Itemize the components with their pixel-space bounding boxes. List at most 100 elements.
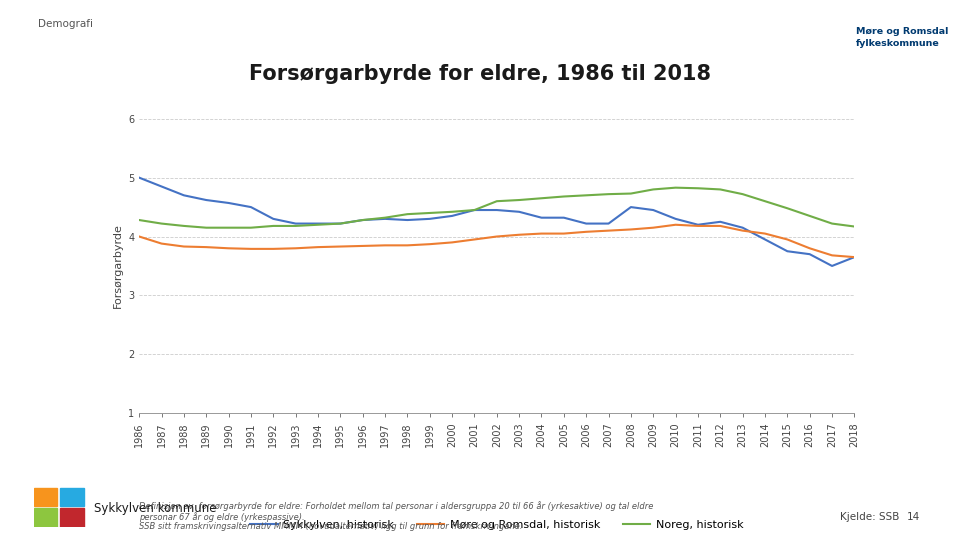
Text: +: + xyxy=(822,33,839,53)
Møre og Romsdal, historisk xyxy=(357,242,369,249)
Møre og Romsdal, historisk xyxy=(692,222,704,229)
Sykkylven, historisk xyxy=(536,214,547,221)
Text: Definisjon av  forsørgarbyrde for eldre: Forholdet mellom tal personar i aldersg: Definisjon av forsørgarbyrde for eldre: … xyxy=(139,501,654,511)
Sykkylven, historisk xyxy=(514,208,525,215)
Møre og Romsdal, historisk xyxy=(759,231,771,237)
Noreg, historisk xyxy=(401,211,413,218)
Møre og Romsdal, historisk xyxy=(536,231,547,237)
Sykkylven, historisk xyxy=(268,215,279,222)
Noreg, historisk xyxy=(468,207,480,213)
Noreg, historisk xyxy=(692,185,704,192)
Sykkylven, historisk xyxy=(201,197,212,203)
Sykkylven, historisk xyxy=(156,183,167,190)
Noreg, historisk xyxy=(223,225,234,231)
Line: Sykkylven, historisk: Sykkylven, historisk xyxy=(139,178,854,266)
Sykkylven, historisk xyxy=(223,200,234,206)
Noreg, historisk xyxy=(603,191,614,198)
Noreg, historisk xyxy=(714,186,726,193)
Line: Møre og Romsdal, historisk: Møre og Romsdal, historisk xyxy=(139,225,854,257)
Noreg, historisk xyxy=(827,220,838,227)
Noreg, historisk xyxy=(179,222,190,229)
Noreg, historisk xyxy=(737,191,749,198)
Noreg, historisk xyxy=(670,185,682,191)
Sykkylven, historisk xyxy=(335,220,347,227)
Sykkylven, historisk xyxy=(468,207,480,213)
Noreg, historisk xyxy=(558,193,569,200)
Noreg, historisk xyxy=(804,213,815,219)
Noreg, historisk xyxy=(759,198,771,205)
Bar xyxy=(60,488,84,507)
Noreg, historisk xyxy=(625,190,636,197)
Møre og Romsdal, historisk xyxy=(581,228,592,235)
Sykkylven, historisk xyxy=(290,220,301,227)
Sykkylven, historisk xyxy=(603,220,614,227)
Møre og Romsdal, historisk xyxy=(781,236,793,242)
Noreg, historisk xyxy=(781,205,793,212)
Sykkylven, historisk xyxy=(424,215,436,222)
Text: Demografi: Demografi xyxy=(38,19,93,29)
Sykkylven, historisk xyxy=(357,217,369,223)
Møre og Romsdal, historisk xyxy=(201,244,212,251)
Sykkylven, historisk xyxy=(379,215,391,222)
Legend: Sykkylven, historisk, Møre og Romsdal, historisk, Noreg, historisk: Sykkylven, historisk, Møre og Romsdal, h… xyxy=(246,516,748,535)
Møre og Romsdal, historisk xyxy=(179,244,190,250)
Noreg, historisk xyxy=(379,214,391,221)
Møre og Romsdal, historisk xyxy=(625,226,636,233)
Sykkylven, historisk xyxy=(759,236,771,242)
Sykkylven, historisk xyxy=(647,207,659,213)
Møre og Romsdal, historisk xyxy=(401,242,413,248)
Noreg, historisk xyxy=(312,221,324,228)
Sykkylven, historisk xyxy=(312,220,324,227)
Møre og Romsdal, historisk xyxy=(804,245,815,252)
Noreg, historisk xyxy=(201,225,212,231)
Møre og Romsdal, historisk xyxy=(268,246,279,252)
Text: Kjelde: SSB: Kjelde: SSB xyxy=(840,512,900,522)
Møre og Romsdal, historisk xyxy=(156,240,167,247)
Møre og Romsdal, historisk xyxy=(737,227,749,234)
Møre og Romsdal, historisk xyxy=(849,254,860,260)
Møre og Romsdal, historisk xyxy=(379,242,391,248)
Text: Møre og Romsdal
fylkeskommune: Møre og Romsdal fylkeskommune xyxy=(856,28,948,48)
Noreg, historisk xyxy=(357,217,369,223)
Sykkylven, historisk xyxy=(849,254,860,260)
Noreg, historisk xyxy=(245,225,256,231)
Noreg, historisk xyxy=(335,220,347,227)
Sykkylven, historisk xyxy=(692,221,704,228)
Line: Noreg, historisk: Noreg, historisk xyxy=(139,188,854,228)
Møre og Romsdal, historisk xyxy=(312,244,324,251)
Sykkylven, historisk xyxy=(737,225,749,231)
Sykkylven, historisk xyxy=(827,262,838,269)
Noreg, historisk xyxy=(647,186,659,193)
Sykkylven, historisk xyxy=(133,174,145,181)
Noreg, historisk xyxy=(424,210,436,216)
Noreg, historisk xyxy=(133,217,145,223)
Noreg, historisk xyxy=(536,195,547,201)
Møre og Romsdal, historisk xyxy=(647,225,659,231)
Noreg, historisk xyxy=(491,198,502,205)
Møre og Romsdal, historisk xyxy=(446,239,458,246)
Møre og Romsdal, historisk xyxy=(335,244,347,250)
Sykkylven, historisk xyxy=(804,251,815,258)
Møre og Romsdal, historisk xyxy=(558,231,569,237)
Y-axis label: Forsørgarbyrde: Forsørgarbyrde xyxy=(112,224,123,308)
Møre og Romsdal, historisk xyxy=(468,236,480,242)
Bar xyxy=(60,508,84,526)
Text: Sykkylven kommune: Sykkylven kommune xyxy=(94,502,217,515)
Bar xyxy=(34,488,58,507)
Sykkylven, historisk xyxy=(781,248,793,254)
Møre og Romsdal, historisk xyxy=(133,233,145,240)
Møre og Romsdal, historisk xyxy=(714,222,726,229)
Noreg, historisk xyxy=(268,222,279,229)
Noreg, historisk xyxy=(446,208,458,215)
Bar xyxy=(34,508,58,526)
Text: personar 67 år og eldre (yrkespassive).: personar 67 år og eldre (yrkespassive). xyxy=(139,512,305,522)
Sykkylven, historisk xyxy=(625,204,636,211)
Sykkylven, historisk xyxy=(491,207,502,213)
Sykkylven, historisk xyxy=(401,217,413,223)
Møre og Romsdal, historisk xyxy=(245,246,256,252)
Sykkylven, historisk xyxy=(179,192,190,199)
Text: SSB sitt framskrivingsalternativ MMMM (hovudalternativ) ligg til grunn for frams: SSB sitt framskrivingsalternativ MMMM (h… xyxy=(139,522,522,531)
Noreg, historisk xyxy=(290,222,301,229)
Noreg, historisk xyxy=(156,220,167,227)
Møre og Romsdal, historisk xyxy=(670,221,682,228)
